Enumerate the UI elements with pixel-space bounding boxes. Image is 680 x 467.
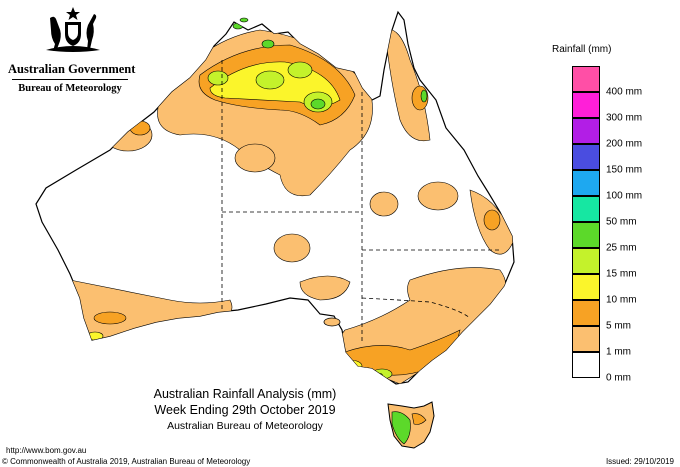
legend-label-100: 100 mm bbox=[606, 190, 643, 202]
legend-label-25: 25 mm bbox=[606, 242, 637, 254]
legend-title: Rainfall (mm) bbox=[552, 44, 612, 55]
map-title-line3: Australian Bureau of Meteorology bbox=[167, 420, 323, 432]
coat-of-arms-icon bbox=[46, 7, 100, 52]
legend-label-15: 15 mm bbox=[606, 268, 637, 280]
footer-copyright: © Commonwealth of Australia 2019, Austra… bbox=[2, 457, 251, 466]
legend-swatch-5 bbox=[572, 300, 600, 326]
state-borders bbox=[221, 60, 500, 344]
footer-url: http://www.bom.gov.au bbox=[6, 446, 87, 455]
legend-label-200: 200 mm bbox=[606, 138, 643, 150]
legend-label-50: 50 mm bbox=[606, 216, 637, 228]
legend-swatch-300 bbox=[572, 92, 600, 118]
legend-swatch-25 bbox=[572, 222, 600, 248]
legend-swatch-10 bbox=[572, 274, 600, 300]
footer-issued-date: Issued: 29/10/2019 bbox=[605, 457, 674, 466]
mainland-australia bbox=[35, 10, 515, 385]
map-title: Australian Rainfall Analysis (mm) Week E… bbox=[125, 386, 365, 434]
legend-label-300: 300 mm bbox=[606, 112, 643, 124]
agency-name: Bureau of Meteorology bbox=[18, 83, 122, 94]
legend-label-0: 0 mm bbox=[606, 372, 631, 384]
legend-label-10: 10 mm bbox=[606, 294, 637, 306]
legend-swatch-50 bbox=[572, 196, 600, 222]
divider bbox=[12, 79, 128, 80]
legend-swatch-100 bbox=[572, 170, 600, 196]
legend-label-1: 1 mm bbox=[606, 346, 631, 358]
legend-label-5: 5 mm bbox=[606, 320, 631, 332]
map-title-line1: Australian Rainfall Analysis (mm) bbox=[153, 387, 337, 401]
legend-swatch-0 bbox=[572, 352, 600, 378]
legend-swatch-150 bbox=[572, 144, 600, 170]
legend-swatch-15 bbox=[572, 248, 600, 274]
map-title-line2: Week Ending 29th October 2019 bbox=[154, 403, 336, 417]
legend-swatch-200 bbox=[572, 118, 600, 144]
legend-swatch-400 bbox=[572, 66, 600, 92]
government-name: Australian Government bbox=[8, 62, 136, 76]
legend-label-150: 150 mm bbox=[606, 164, 643, 176]
legend-swatch-1 bbox=[572, 326, 600, 352]
rainfall-shading bbox=[69, 22, 514, 384]
government-logo: Australian Government Bureau of Meteorol… bbox=[8, 6, 136, 94]
legend-label-400: 400 mm bbox=[606, 86, 643, 98]
